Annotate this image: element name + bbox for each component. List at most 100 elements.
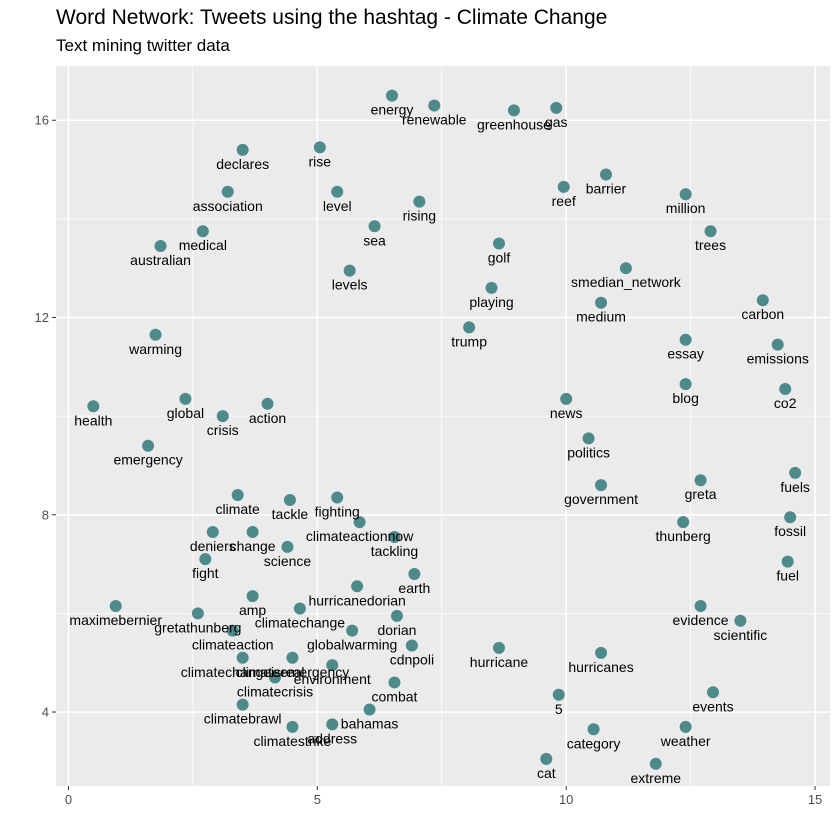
- point-blog: [679, 378, 692, 391]
- label-climateactionnow: climateactionnow: [306, 528, 414, 544]
- point-climatestrike: [286, 720, 299, 733]
- label-global: global: [167, 405, 204, 421]
- y-tick-label: 8: [42, 507, 49, 522]
- label-events: events: [692, 698, 733, 714]
- label-levels: levels: [332, 277, 368, 293]
- label-warming: warming: [128, 341, 182, 357]
- label-fuel: fuel: [776, 568, 799, 584]
- x-tick-label: 10: [559, 792, 573, 807]
- label-climatechangeisreal: climatechangeisreal: [181, 664, 305, 680]
- label-government: government: [564, 491, 638, 507]
- label-emergency: emergency: [113, 452, 182, 468]
- label-globalwarming: globalwarming: [307, 637, 397, 653]
- label-rising: rising: [403, 208, 436, 224]
- point-climateemergency: [286, 651, 299, 664]
- y-tick-label: 12: [35, 310, 49, 325]
- label-hurricanedorian: hurricanedorian: [308, 592, 405, 608]
- label-greta: greta: [685, 486, 717, 502]
- label-crisis: crisis: [207, 422, 239, 438]
- label-weather: weather: [660, 733, 711, 749]
- label-association: association: [193, 198, 263, 214]
- label-combat: combat: [372, 688, 418, 704]
- point-globalwarming: [346, 624, 359, 637]
- minor-gridlines: [56, 66, 830, 786]
- point-climateactionnow: [353, 516, 366, 529]
- point-rise: [313, 141, 326, 154]
- point-health: [87, 400, 100, 413]
- point-address: [326, 718, 339, 731]
- point-news: [560, 392, 573, 405]
- label-scientific: scientific: [714, 627, 768, 643]
- major-gridlines: [56, 66, 830, 786]
- label-science: science: [264, 553, 312, 569]
- label-emissions: emissions: [747, 351, 809, 367]
- point-climatechangeisreal: [236, 651, 249, 664]
- point-sea: [368, 220, 381, 233]
- label-medium: medium: [576, 309, 626, 325]
- point-trees: [704, 225, 717, 238]
- label-million: million: [666, 200, 706, 216]
- label-fight: fight: [192, 565, 219, 581]
- label-climatecrisis: climatecrisis: [237, 684, 313, 700]
- y-axis: 4 8 12 16: [35, 113, 56, 720]
- label-cat: cat: [537, 765, 556, 781]
- point-environment: [326, 659, 339, 672]
- label-playing: playing: [469, 294, 513, 310]
- point-trump: [463, 321, 476, 334]
- point-greenhouse: [507, 104, 520, 117]
- point-crisis: [216, 410, 229, 423]
- label-gas: gas: [545, 114, 568, 130]
- label-golf: golf: [488, 250, 511, 266]
- point-climateaction: [226, 624, 239, 637]
- label-level: level: [323, 198, 352, 214]
- point-climate: [231, 489, 244, 502]
- point-combat: [388, 676, 401, 689]
- point-gretathunberg: [191, 607, 204, 620]
- point-change: [246, 526, 259, 539]
- label-tackle: tackle: [272, 506, 309, 522]
- point-category: [587, 723, 600, 736]
- x-tick-label: 0: [65, 792, 72, 807]
- label-climatechange: climatechange: [255, 614, 345, 630]
- x-axis: 0 5 10 15: [65, 786, 822, 807]
- label-bahamas: bahamas: [341, 716, 399, 732]
- point-golf: [492, 237, 505, 250]
- point-amp: [246, 590, 259, 603]
- label-medical: medical: [179, 237, 227, 253]
- point-medium: [595, 296, 608, 309]
- point-barrier: [600, 168, 613, 181]
- point-maximebernier: [109, 600, 122, 612]
- point-smedian_network: [619, 262, 632, 275]
- point-climatechange: [293, 602, 306, 615]
- chart-title: Word Network: Tweets using the hashtag -…: [56, 6, 608, 29]
- point-fight: [199, 553, 212, 566]
- point-hurricanedorian: [351, 580, 364, 593]
- point-australian: [154, 240, 167, 252]
- label-reef: reef: [552, 193, 576, 209]
- point-climatecrisis: [269, 671, 282, 684]
- label-dorian: dorian: [377, 622, 416, 638]
- point-politics: [582, 432, 595, 445]
- label-politics: politics: [567, 444, 610, 460]
- point-rising: [413, 195, 426, 208]
- point-hurricanes: [595, 646, 608, 659]
- label-climatebrawl: climatebrawl: [204, 711, 282, 727]
- point-science: [281, 540, 294, 553]
- point-million: [679, 188, 692, 201]
- point-level: [331, 185, 344, 198]
- label-renewable: renewable: [402, 111, 467, 127]
- point-thunberg: [677, 516, 690, 529]
- label-maximebernier: maximebernier: [69, 612, 162, 628]
- label-trump: trump: [451, 333, 487, 349]
- label-climate: climate: [215, 501, 260, 517]
- point-reef: [557, 180, 570, 193]
- point-scientific: [734, 614, 747, 627]
- point-fossil: [784, 511, 797, 524]
- point-earth: [408, 567, 421, 580]
- label-news: news: [550, 405, 583, 421]
- label-action: action: [249, 410, 286, 426]
- x-tick-label: 5: [314, 792, 321, 807]
- point-tackling: [388, 530, 401, 543]
- point-greta: [694, 474, 707, 487]
- label-health: health: [74, 412, 112, 428]
